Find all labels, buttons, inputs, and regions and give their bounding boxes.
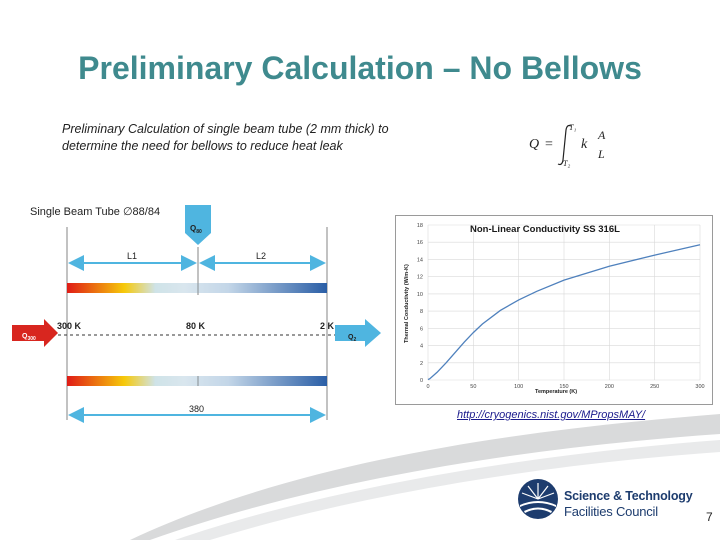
integral-lower: T₂ xyxy=(563,159,570,168)
svg-text:Q2: Q2 xyxy=(348,334,356,343)
q80-arrow xyxy=(185,205,211,245)
heat-formula: Q = T₁ T₂ k A L xyxy=(529,123,606,168)
intro-line-1: Preliminary Calculation of single beam t… xyxy=(62,122,389,136)
formula-length: L xyxy=(597,147,605,161)
chart-title: Non-Linear Conductivity SS 316L xyxy=(470,224,620,235)
q300-label: Q xyxy=(22,333,28,340)
chart-ylabel: Thermal Conductivity (W/m-K) xyxy=(404,264,410,343)
page-number: 7 xyxy=(706,510,713,524)
y-tick-label: 14 xyxy=(417,257,423,263)
y-tick-label: 8 xyxy=(420,309,423,315)
temp-80k: 80 K xyxy=(186,321,206,331)
formula-q: Q xyxy=(529,137,539,152)
conductivity-chart: 0 2 4 6 8 10 12 14 16 18 0 50 100 150 200 250 300 Non-Li… xyxy=(395,215,713,405)
q2-subscript: 2 xyxy=(353,337,356,343)
y-tick-label: 16 xyxy=(417,240,423,246)
tube-wall-bottom xyxy=(67,376,327,386)
formula-area: A xyxy=(597,128,606,142)
y-tick-label: 10 xyxy=(417,292,423,298)
tube-wall-top xyxy=(67,283,327,293)
q2-arrow xyxy=(335,319,381,347)
x-tick-label: 200 xyxy=(605,384,614,390)
integral-sign xyxy=(557,124,572,166)
y-tick-label: 6 xyxy=(420,326,423,332)
intro-text: Preliminary Calculation of single beam t… xyxy=(62,121,482,155)
x-tick-label: 100 xyxy=(514,384,523,390)
x-tick-label: 150 xyxy=(559,384,568,390)
temp-300k: 300 K xyxy=(57,321,82,331)
y-tick-label: 18 xyxy=(417,223,423,229)
logo-line-2: Facilities Council xyxy=(564,504,658,519)
q2-label: Q xyxy=(348,334,354,341)
stfc-logo-icon xyxy=(518,479,558,519)
temp-2k: 2 K xyxy=(320,321,335,331)
x-tick-label: 50 xyxy=(470,384,476,390)
l1-label: L1 xyxy=(127,251,137,261)
slide-title: Preliminary Calculation – No Bellows xyxy=(78,50,642,86)
x-tick-label: 250 xyxy=(650,384,659,390)
svg-text:Q80: Q80 xyxy=(190,224,202,235)
tube-label: Single Beam Tube ∅88/84 xyxy=(30,206,160,218)
x-tick-label: 300 xyxy=(695,384,704,390)
stfc-logo: Science & Technology Facilities Council xyxy=(516,477,706,523)
l2-label: L2 xyxy=(256,251,266,261)
intro-line-2: determine the need for bellows to reduce… xyxy=(62,139,343,153)
chart-plot: 0 2 4 6 8 10 12 14 16 18 0 50 100 150 200 250 300 Non-Li… xyxy=(404,223,705,395)
logo-line-1: Science & Technology xyxy=(564,489,693,503)
chart-xlabel: Temperature (K) xyxy=(535,389,577,395)
q300-arrow xyxy=(12,319,58,347)
integral-upper: T₁ xyxy=(569,123,576,132)
x-tick-label: 0 xyxy=(426,384,429,390)
svg-text:Q300: Q300 xyxy=(22,333,36,342)
chart-frame xyxy=(395,215,713,405)
y-tick-label: 0 xyxy=(420,378,423,384)
y-tick-label: 2 xyxy=(420,361,423,367)
y-tick-label: 4 xyxy=(420,344,423,350)
q300-subscript: 300 xyxy=(27,336,36,342)
q80-subscript: 80 xyxy=(196,229,202,235)
y-tick-label: 12 xyxy=(417,275,423,281)
formula-equals: = xyxy=(545,137,553,152)
series-line-ss316l xyxy=(427,244,701,381)
q80-label: Q xyxy=(190,224,196,233)
beam-tube-diagram: Single Beam Tube ∅88/84 Q80 L1 L2 Q300 Q… xyxy=(12,205,381,423)
nist-reference-link[interactable]: http://cryogenics.nist.gov/MPropsMAY/ xyxy=(457,409,646,421)
formula-k: k xyxy=(581,137,588,152)
decorative-swoosh xyxy=(130,414,720,540)
